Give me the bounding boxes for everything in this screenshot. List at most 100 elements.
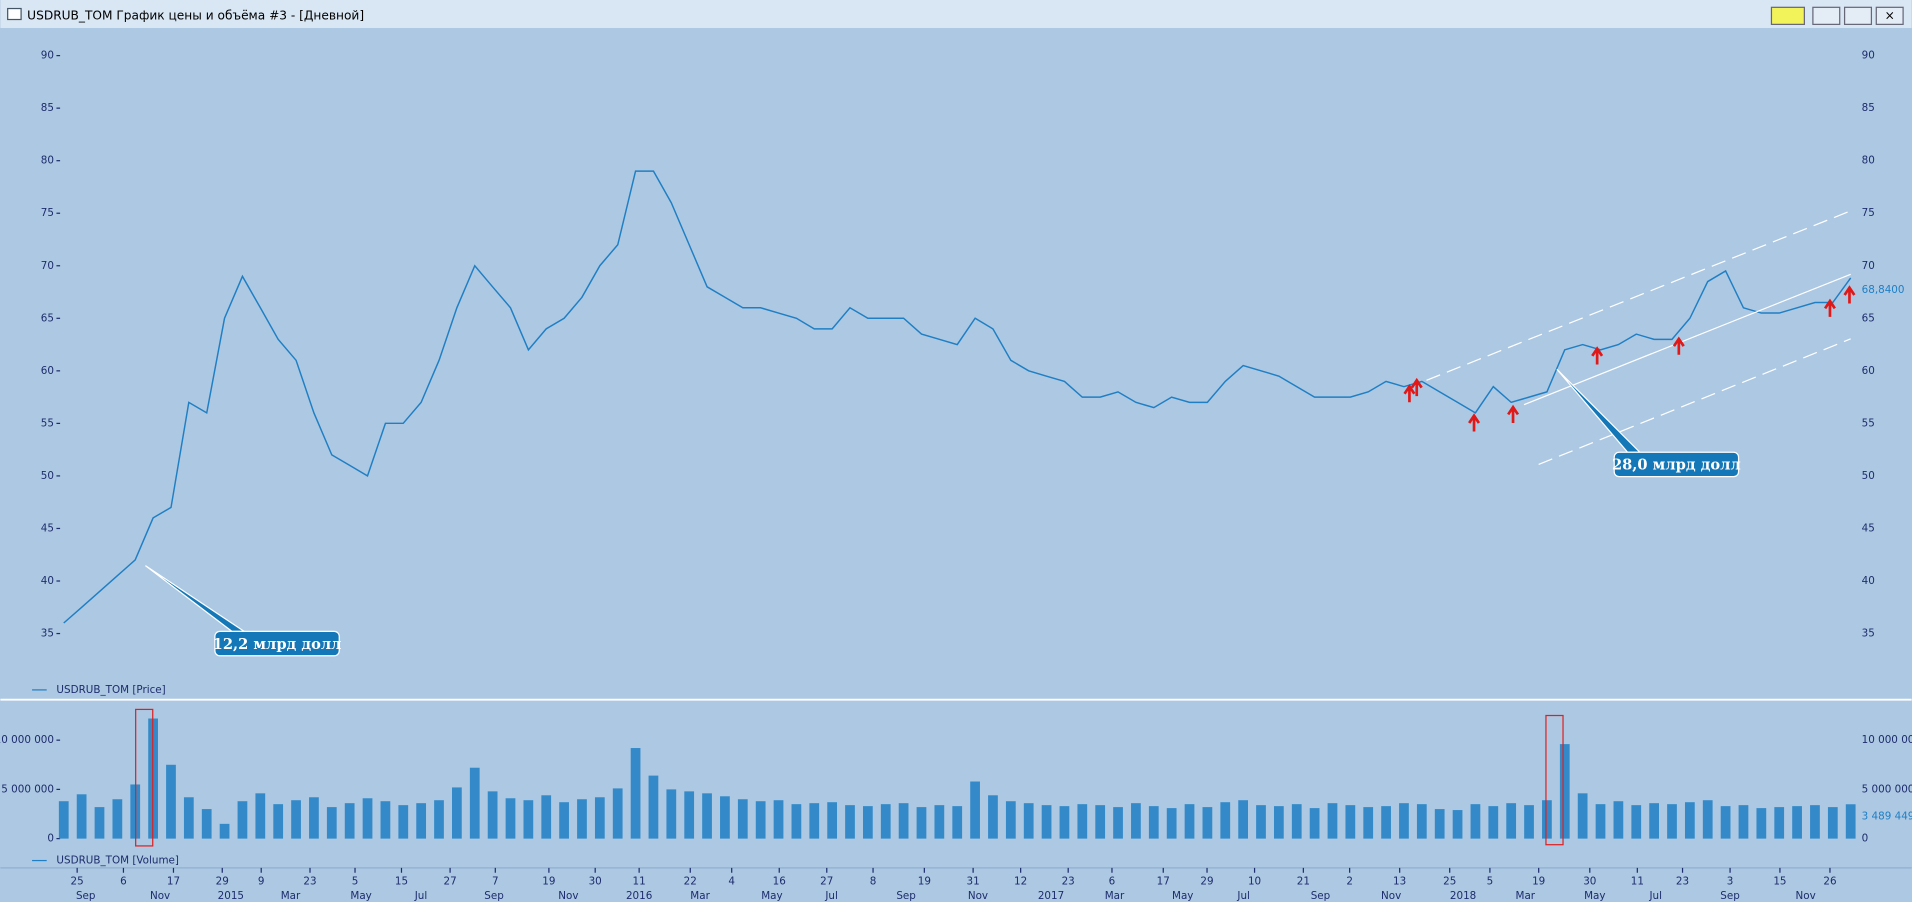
x-period-label: Nov (1796, 890, 1816, 902)
channel-upper (1426, 210, 1851, 381)
x-tick-label: 16 (773, 875, 786, 887)
volume-bar (1005, 801, 1016, 839)
volume-bar (1095, 805, 1106, 839)
close-button[interactable] (1875, 6, 1904, 25)
y-tick-label: 55 (41, 417, 54, 429)
volume-bar (755, 801, 766, 839)
x-tick-label: 17 (167, 875, 180, 887)
volume-bar (702, 793, 712, 839)
x-tick-label: 29 (216, 875, 229, 887)
volume-bar (362, 798, 373, 839)
x-tick-label: 8 (870, 875, 877, 887)
volume-bar (1023, 803, 1034, 839)
x-period-label: Nov (968, 890, 988, 902)
volume-bar (1702, 800, 1713, 839)
volume-bar (1542, 800, 1552, 839)
x-period-label: Sep (1311, 890, 1331, 902)
x-period-label: 2018 (1450, 890, 1476, 902)
x-period-label: Mar (1105, 890, 1125, 902)
callout-box (214, 630, 340, 657)
x-period-label: Jul (1236, 890, 1250, 902)
x-tick-label: 13 (1393, 875, 1406, 887)
x-tick-label: 29 (1200, 875, 1213, 887)
x-period-label: Sep (1720, 890, 1740, 902)
volume-bar (1827, 807, 1838, 839)
x-tick-label: 2 (1346, 875, 1353, 887)
volume-bar (1059, 806, 1070, 839)
x-period-label: Sep (484, 890, 504, 902)
volume-bar (1148, 806, 1159, 839)
x-period-label: 2016 (626, 890, 652, 902)
volume-bar (862, 806, 873, 839)
volume-bar (541, 795, 552, 839)
x-tick-label: 11 (1631, 875, 1644, 887)
red-arrow (1468, 413, 1481, 432)
red-arrow (1843, 285, 1856, 304)
volume-bar (237, 801, 248, 839)
volume-bar (612, 788, 623, 839)
volume-bar (1220, 802, 1231, 839)
x-period-label: Mar (1516, 890, 1536, 902)
volume-bar (1077, 804, 1088, 839)
y-tick-label: 70 (41, 260, 54, 272)
volume-bar (1434, 809, 1445, 839)
volume-bar (916, 807, 927, 839)
volume-bar (1113, 807, 1123, 839)
last-value-label: 68,8400 (1862, 284, 1905, 296)
volume-bar (594, 797, 605, 839)
x-tick-label: 17 (1157, 875, 1170, 887)
volume-bar (880, 804, 891, 839)
volume-bar (1720, 806, 1731, 839)
volume-bar (648, 775, 659, 839)
volume-bar (1756, 808, 1767, 839)
y-tick-label-right: 10 000 000 (1862, 734, 1912, 746)
x-tick-label: 19 (918, 875, 931, 887)
volume-bar (94, 807, 105, 839)
red-arrow (1403, 383, 1416, 403)
x-tick-label: 23 (1676, 875, 1689, 887)
x-period-label: May (1172, 890, 1193, 902)
volume-bar (1470, 804, 1481, 839)
volume-bar (505, 798, 516, 839)
x-tick-label: 15 (1773, 875, 1786, 887)
red-arrow (1410, 377, 1423, 397)
volume-bar (255, 793, 266, 839)
x-tick-label: 6 (1109, 875, 1116, 887)
legend-label: USDRUB_TOM [Volume] (56, 855, 179, 867)
x-tick-label: 23 (1062, 875, 1075, 887)
y-tick-label: 50 (41, 470, 54, 482)
volume-bar (1184, 804, 1195, 839)
channel-lower (1538, 338, 1851, 465)
volume-bar (398, 805, 409, 839)
volume-bar (1363, 807, 1374, 839)
y-tick-label: 65 (41, 312, 54, 324)
x-period-label: May (350, 890, 371, 902)
red-arrow (1672, 336, 1685, 355)
volume-bar (1649, 803, 1659, 839)
volume-bar (1631, 805, 1642, 839)
close-icon: × (1885, 8, 1895, 22)
y-tick-label-right: 85 (1862, 102, 1875, 114)
volume-bar (1524, 805, 1534, 839)
red-arrow (1591, 346, 1604, 365)
y-tick-label: 0 (47, 833, 54, 845)
minimize-button[interactable] (1812, 6, 1841, 25)
volume-bar (273, 804, 284, 839)
x-tick-label: 5 (352, 875, 359, 887)
volume-bar (1345, 805, 1356, 839)
x-period-label: Nov (558, 890, 578, 902)
x-period-label: Mar (690, 890, 710, 902)
x-tick-label: 30 (1583, 875, 1596, 887)
y-tick-label: 5 000 000 (1, 783, 54, 795)
link-button[interactable] (1770, 6, 1805, 25)
y-tick-label-right: 35 (1862, 628, 1875, 640)
legend-label: USDRUB_TOM [Price] (56, 684, 165, 696)
y-tick-label: 75 (41, 207, 54, 219)
highlight-box (135, 708, 154, 847)
y-tick-label-right: 60 (1862, 365, 1875, 377)
volume-bar (1166, 808, 1177, 839)
volume-bar (791, 804, 802, 839)
maximize-button[interactable] (1843, 6, 1873, 25)
x-tick-label: 11 (633, 875, 646, 887)
